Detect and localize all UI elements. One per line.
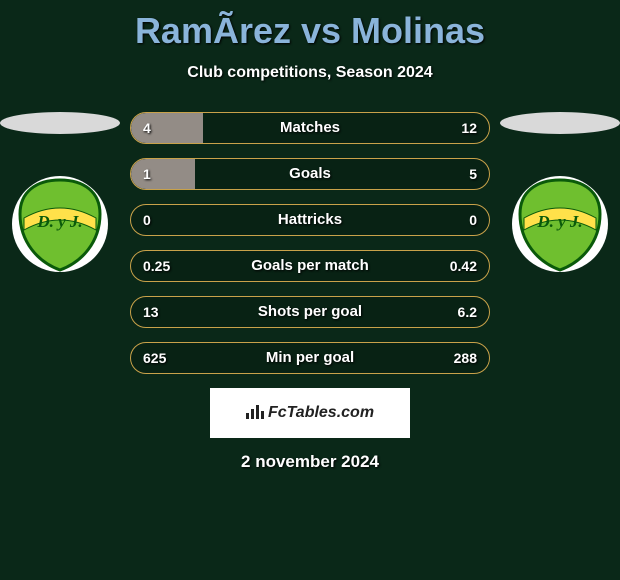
stat-label: Matches — [131, 113, 489, 143]
comparison-panel: D. y J. D. y J. 412Matches 15Goals 00Hattr… — [0, 112, 620, 472]
stat-label: Min per goal — [131, 343, 489, 373]
player-right-column: D. y J. — [500, 112, 620, 274]
brand-bars-icon — [246, 403, 264, 424]
stat-row: 136.2Shots per goal — [130, 296, 490, 328]
svg-text:D. y J.: D. y J. — [536, 212, 582, 231]
brand-badge: FcTables.com — [210, 388, 410, 438]
platform-ellipse-left — [0, 112, 120, 134]
stat-row: 412Matches — [130, 112, 490, 144]
stat-row: 0.250.42Goals per match — [130, 250, 490, 282]
stat-bars: 412Matches 15Goals 00Hattricks 0.250.42Goal… — [130, 112, 490, 374]
stat-row: 15Goals — [130, 158, 490, 190]
player-left-column: D. y J. — [0, 112, 120, 274]
stat-row: 625288Min per goal — [130, 342, 490, 374]
page-title: RamÃ­rez vs Molinas — [0, 0, 620, 52]
platform-ellipse-right — [500, 112, 620, 134]
stat-row: 00Hattricks — [130, 204, 490, 236]
stat-label: Hattricks — [131, 205, 489, 235]
team-crest-right: D. y J. — [510, 174, 610, 274]
date-text: 2 november 2024 — [0, 452, 620, 472]
subtitle: Club competitions, Season 2024 — [0, 64, 620, 82]
stat-label: Goals per match — [131, 251, 489, 281]
brand-text: FcTables.com — [268, 404, 374, 422]
team-crest-left: D. y J. — [10, 174, 110, 274]
stat-label: Goals — [131, 159, 489, 189]
svg-text:D. y J.: D. y J. — [36, 212, 82, 231]
stat-label: Shots per goal — [131, 297, 489, 327]
